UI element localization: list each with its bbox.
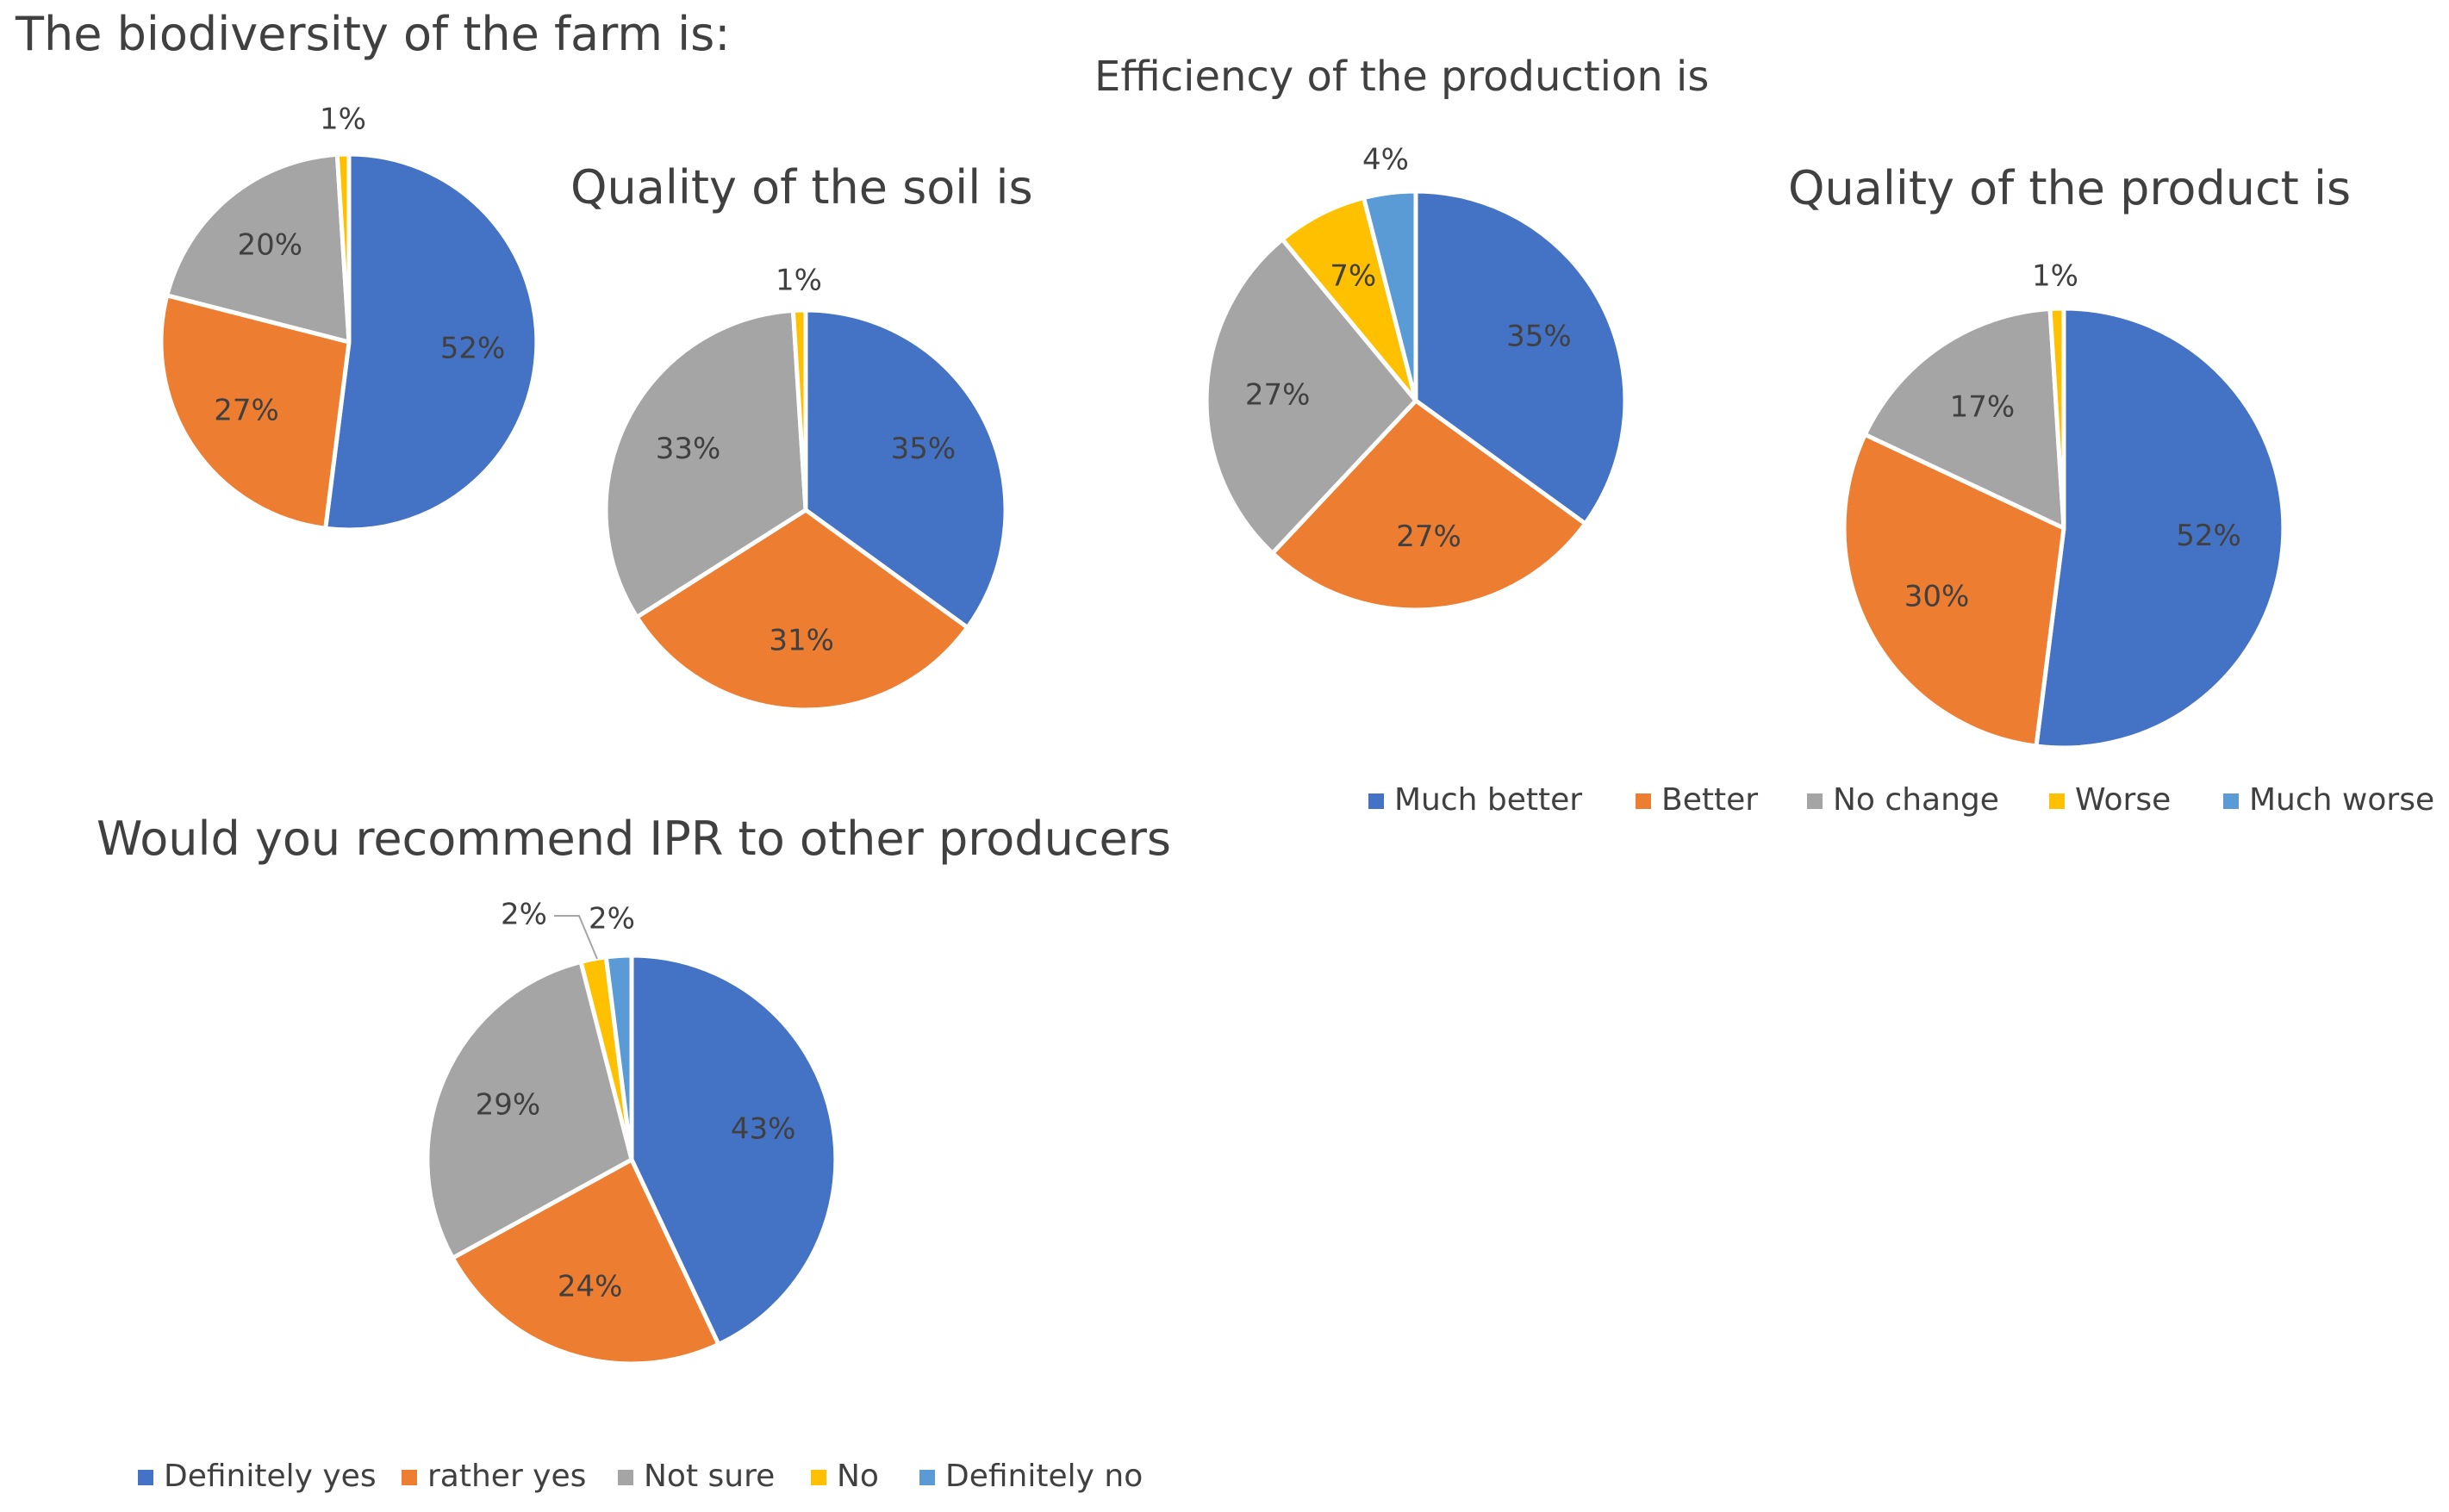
legend-swatch (1636, 793, 1651, 809)
legend-label: No change (1833, 782, 1999, 818)
legend-label: Much worse (2249, 782, 2434, 818)
legend-label: No (837, 1459, 879, 1494)
pie-slice-definitely-no (603, 953, 634, 1162)
pie-slice-much-worse (1362, 189, 1418, 403)
data-label: 24% (558, 1269, 623, 1304)
legend-item: Worse (2049, 782, 2171, 818)
chart-title: Quality of the product is (1788, 161, 2351, 215)
legends-layer: Much better Better No change Worse Much wors… (138, 782, 2434, 1494)
data-label: 52% (440, 332, 506, 366)
legend-swatch (1807, 793, 1823, 809)
pie-slice-rather-yes (450, 1157, 721, 1366)
data-label: 35% (891, 432, 957, 466)
pie-slice-no-change (1862, 307, 2066, 531)
pie-slice-worse (2047, 306, 2066, 531)
data-label: 4% (1362, 143, 1409, 177)
legend-label: Better (1661, 782, 1758, 818)
data-label: 27% (214, 393, 279, 427)
legend-item: Definitely no (919, 1459, 1143, 1494)
pie-slice-much-better (323, 152, 539, 532)
legend-swatch (919, 1470, 935, 1485)
data-label: 30% (1904, 580, 1970, 614)
legend-item: No (811, 1459, 879, 1494)
chart-title: The biodiversity of the farm is: (15, 7, 730, 61)
legend-swatch (1368, 793, 1384, 809)
legend-item: Not sure (618, 1459, 775, 1494)
legend-top: Much better Better No change Worse Much wors… (1368, 782, 2434, 818)
legend-item: Better (1636, 782, 1758, 818)
chart-title: Would you recommend IPR to other produce… (97, 812, 1171, 866)
data-label: 2% (501, 898, 547, 932)
pie-slice-better (1841, 432, 2066, 749)
legend-item: Much better (1368, 782, 1582, 818)
pie-slice-no-change (603, 308, 808, 619)
legend-swatch (2049, 793, 2065, 809)
legend-item: rather yes (402, 1459, 586, 1494)
data-label: 35% (1506, 320, 1572, 354)
pie-chart-4: Quality of the product is 52% 30% 17% 1% (1788, 161, 2351, 750)
pie-slice-better (634, 507, 970, 712)
pie-chart-1: The biodiversity of the farm is: 52% 27% 20… (15, 7, 730, 532)
chart-title: Quality of the soil is (570, 160, 1033, 215)
data-label: 1% (776, 264, 822, 298)
legend-swatch (402, 1470, 417, 1485)
legend-swatch (138, 1470, 153, 1485)
legend-bottom: Definitely yes rather yes Not sure No Defini… (138, 1459, 1143, 1494)
pie-slice-much-better (803, 308, 1008, 630)
pie-slice-no-change (165, 152, 352, 345)
data-label: 43% (731, 1111, 796, 1146)
data-label: 20% (238, 228, 303, 263)
pie-slice-worse (334, 152, 352, 345)
legend-item: Much worse (2223, 782, 2434, 818)
legend-label: Not sure (644, 1459, 775, 1494)
data-label: 27% (1245, 378, 1311, 413)
charts-layer: The biodiversity of the farm is: 52% 27% 20… (15, 7, 2351, 1366)
data-label: 27% (1396, 520, 1461, 554)
legend-item: Definitely yes (138, 1459, 377, 1494)
data-label: 17% (1950, 389, 2016, 424)
legend-label: rather yes (427, 1459, 586, 1494)
data-label: 29% (476, 1087, 541, 1122)
legend-label: Definitely yes (164, 1459, 377, 1494)
legend-swatch (618, 1470, 633, 1485)
legend-label: Definitely no (945, 1459, 1143, 1494)
pie-chart-3: Efficiency of the production is 35% 27% 27%… (1094, 53, 1709, 613)
data-label: 1% (2032, 259, 2078, 294)
leader-line (554, 915, 598, 960)
chart-title: Efficiency of the production is (1094, 53, 1709, 101)
pie-slice-worse (790, 308, 808, 513)
pie-slice-not-sure (425, 959, 634, 1260)
pie-chart-5: Would you recommend IPR to other produce… (97, 812, 1171, 1366)
data-label: 33% (656, 432, 721, 466)
legend-label: Much better (1394, 782, 1582, 818)
legend-item: No change (1807, 782, 1999, 818)
legend-swatch (811, 1470, 826, 1485)
data-label: 52% (2176, 519, 2241, 553)
data-label: 2% (589, 902, 635, 936)
pie-slice-definitely-yes (629, 953, 838, 1347)
data-label: 7% (1330, 259, 1376, 294)
pie-slice-no-change (1204, 237, 1418, 556)
pie-chart-2: Quality of the soil is 35% 31% 33% 1% (570, 160, 1033, 712)
data-label: 1% (320, 103, 366, 137)
pie-slice-better (1270, 398, 1588, 613)
pie-slice-much-better (1413, 189, 1628, 526)
pie-slice-much-better (2034, 306, 2286, 750)
legend-label: Worse (2075, 782, 2171, 818)
data-label: 31% (769, 624, 834, 658)
legend-swatch (2223, 793, 2239, 809)
pie-slice-better (159, 293, 352, 531)
